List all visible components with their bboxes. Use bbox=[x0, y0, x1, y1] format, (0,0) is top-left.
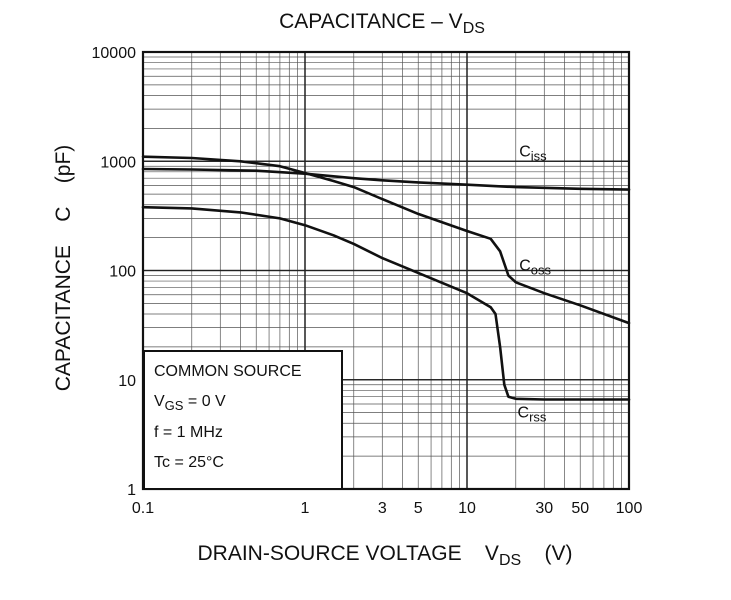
x-tick-labels: 0.1 1 3 5 10 30 50 100 bbox=[132, 500, 643, 517]
x-tick-label: 100 bbox=[616, 500, 643, 517]
series-lines bbox=[141, 155, 631, 401]
series-label-ciss: Ciss bbox=[519, 144, 547, 164]
y-tick-label: 1 bbox=[127, 482, 136, 499]
y-tick-label: 100 bbox=[109, 264, 136, 281]
y-tick-label: 10 bbox=[118, 373, 136, 390]
series-label-main: C bbox=[519, 144, 531, 161]
x-axis-label-main: DRAIN-SOURCE VOLTAGE bbox=[197, 542, 461, 565]
x-tick-label: 0.1 bbox=[132, 500, 154, 517]
x-tick-label: 30 bbox=[535, 500, 553, 517]
chart-title-subscript: DS bbox=[463, 20, 485, 37]
conditions-box-border bbox=[143, 350, 343, 490]
x-tick-label: 5 bbox=[414, 500, 423, 517]
series-line-crss bbox=[141, 205, 631, 401]
condition-vgs: VGS = 0 V bbox=[154, 393, 226, 413]
chart-title: CAPACITANCE – VDS bbox=[279, 10, 485, 37]
x-axis-label: DRAIN-SOURCE VOLTAGE VDS (V) bbox=[197, 542, 572, 569]
x-axis-label-symbol: V bbox=[485, 542, 499, 565]
chart-title-main: CAPACITANCE – V bbox=[279, 10, 463, 33]
x-tick-label: 10 bbox=[458, 500, 476, 517]
series-label-subscript: rss bbox=[529, 410, 547, 425]
series-label-main: C bbox=[519, 258, 531, 275]
y-axis-label-unit: (pF) bbox=[52, 145, 75, 184]
y-axis-label: CAPACITANCE C (pF) bbox=[52, 145, 75, 392]
y-tick-label: 10000 bbox=[92, 45, 137, 62]
plot-frame bbox=[141, 50, 631, 491]
series-label-subscript: oss bbox=[531, 263, 552, 278]
condition-temperature: Tc = 25°C bbox=[154, 454, 224, 471]
x-axis-label-subscript: DS bbox=[499, 552, 521, 569]
series-label-crss: Crss bbox=[518, 405, 547, 425]
y-tick-labels: 1 10 100 1000 10000 bbox=[92, 45, 137, 499]
x-tick-label: 50 bbox=[571, 500, 589, 517]
series-line-ciss bbox=[141, 167, 631, 191]
y-axis-label-main: CAPACITANCE bbox=[52, 245, 75, 391]
x-tick-label: 1 bbox=[301, 500, 310, 517]
series-label-coss: Coss bbox=[519, 258, 551, 278]
conditions-box: COMMON SOURCE VGS = 0 V f = 1 MHz Tc = 2… bbox=[143, 350, 343, 490]
series-label-subscript: iss bbox=[531, 149, 547, 164]
series-label-main: C bbox=[518, 405, 530, 422]
y-axis-label-symbol: C bbox=[52, 207, 75, 222]
x-tick-label: 3 bbox=[378, 500, 387, 517]
series-line-coss bbox=[141, 155, 631, 325]
x-axis-label-unit: (V) bbox=[545, 542, 573, 565]
condition-frequency: f = 1 MHz bbox=[154, 424, 223, 441]
condition-common-source: COMMON SOURCE bbox=[154, 363, 302, 380]
y-tick-label: 1000 bbox=[100, 154, 136, 171]
